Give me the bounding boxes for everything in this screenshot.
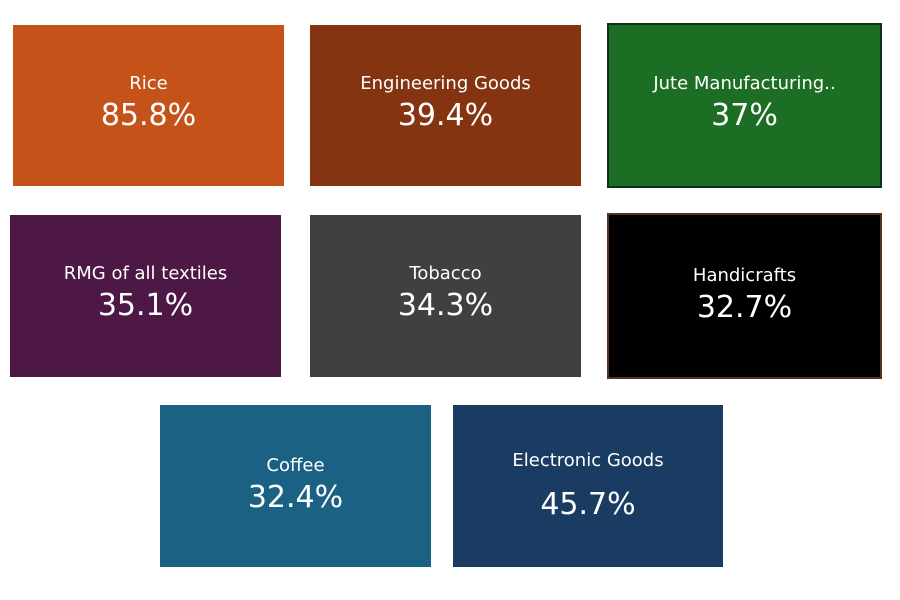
tile-value: 35.1%	[97, 288, 194, 323]
tile-value: 85.8%	[100, 98, 197, 133]
tile-value: 39.4%	[397, 98, 494, 133]
tile-jute-manufacturing: Jute Manufacturing.. 37%	[607, 23, 882, 188]
tile-coffee: Coffee 32.4%	[160, 405, 431, 567]
tile-label: Electronic Goods	[512, 450, 664, 471]
tile-value: 32.4%	[247, 480, 344, 515]
tile-value: 45.7%	[540, 487, 636, 522]
tile-label: Engineering Goods	[360, 73, 531, 94]
tile-label: RMG of all textiles	[63, 263, 228, 284]
tile-electronic-goods: Electronic Goods 45.7%	[453, 405, 723, 567]
tile-value: 32.7%	[696, 290, 793, 325]
tile-value: 37%	[711, 98, 778, 133]
tile-label: Coffee	[266, 455, 325, 476]
tile-rice: Rice 85.8%	[13, 25, 284, 186]
tile-tobacco: Tobacco 34.3%	[310, 215, 581, 377]
tile-label: Rice	[129, 73, 168, 94]
tile-handicrafts: Handicrafts 32.7%	[607, 213, 882, 379]
tile-value: 34.3%	[397, 288, 494, 323]
tile-engineering-goods: Engineering Goods 39.4%	[310, 25, 581, 186]
tile-label: Jute Manufacturing..	[653, 73, 836, 94]
tile-label: Handicrafts	[692, 265, 797, 286]
tile-label: Tobacco	[409, 263, 482, 284]
tile-rmg-textiles: RMG of all textiles 35.1%	[10, 215, 281, 377]
